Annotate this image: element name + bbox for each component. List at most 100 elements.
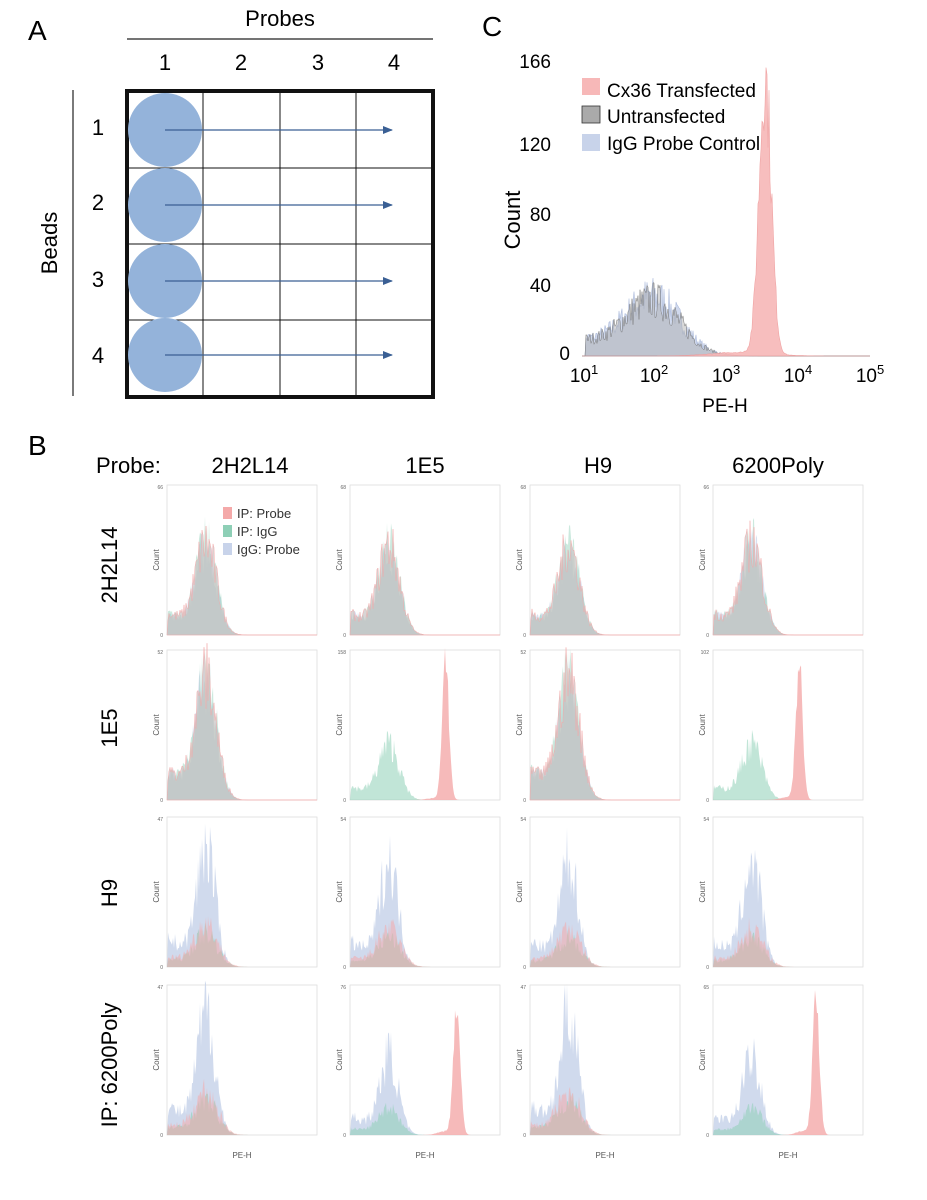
cell-ylabel: Count [515, 714, 524, 736]
panel-b-legend: IP: Probe IP: IgG IgG: Probe [223, 506, 300, 557]
series-ip-igg [713, 729, 863, 800]
cell-ylabel: Count [335, 549, 344, 571]
cell-ylabel: Count [515, 549, 524, 571]
cell-ymax: 54 [520, 817, 526, 823]
legend-swatch-cx36 [582, 78, 600, 95]
legend-label-ip-igg: IP: IgG [237, 524, 277, 539]
cell-ymin: 0 [706, 965, 709, 971]
series-ip-igg [350, 730, 500, 800]
probe-label: Probe: [96, 453, 161, 478]
series-ip-probe [350, 1010, 500, 1135]
histogram-cell: 66 0 Count [698, 484, 864, 639]
histogram-cell: 65 0 Count PE-H [698, 984, 864, 1160]
cell-ylabel: Count [515, 1049, 524, 1071]
panel-c-xtick: 103 [712, 362, 740, 387]
panel-c-xtick: 105 [856, 362, 884, 387]
cell-ymax: 66 [157, 485, 163, 491]
histogram-cell: 47 0 Count PE-H [152, 980, 318, 1160]
panel-c-ytick: 80 [530, 205, 551, 226]
panel-c-letter: C [482, 11, 502, 42]
cell-ymax: 47 [520, 985, 526, 991]
cell-ymin: 0 [160, 633, 163, 639]
cell-ymin: 0 [523, 633, 526, 639]
series-igg-probe [530, 983, 680, 1135]
histogram-cell: 54 0 Count [515, 816, 681, 971]
series-ip-probe [167, 1078, 317, 1135]
cell-ymax: 68 [340, 485, 346, 491]
cell-ymax: 54 [340, 817, 346, 823]
histogram-cell: 68 0 Count [515, 484, 681, 639]
cell-ymin: 0 [706, 633, 709, 639]
histogram-cell: 54 0 Count [698, 816, 864, 971]
panel-c-ytick: 166 [519, 52, 551, 73]
cell-ymin: 0 [706, 1133, 709, 1139]
bead-row [128, 318, 393, 392]
series-igg-probe [350, 1032, 500, 1135]
probe-column-heading: 1E5 [405, 453, 444, 478]
cell-ylabel: Count [152, 1049, 161, 1071]
series-ip-probe [530, 1086, 680, 1135]
cell-ymin: 0 [343, 633, 346, 639]
cell-xlabel: PE-H [595, 1151, 614, 1160]
cell-ymin: 0 [160, 798, 163, 804]
cell-ymax: 158 [338, 650, 347, 656]
panel-c-xlabel: PE-H [702, 396, 747, 417]
panel-c-xtick: 101 [570, 362, 598, 387]
cell-xlabel: PE-H [232, 1151, 251, 1160]
bead-row-heading: IP: 6200Poly [97, 1003, 122, 1128]
series-ip-probe [166, 643, 317, 801]
probe-column-heading: H9 [584, 453, 612, 478]
histogram-cell: 102 0 Count [698, 649, 864, 804]
bead-row-3: 3 [92, 267, 104, 292]
bead-row [128, 244, 393, 318]
series-cx36-transfected [582, 67, 870, 357]
panel-c-ytick: 120 [519, 135, 551, 156]
bead-row-1: 1 [92, 115, 104, 140]
cell-ylabel: Count [698, 1049, 707, 1071]
cell-ymin: 0 [160, 965, 163, 971]
panel-c-ytick: 0 [559, 344, 570, 365]
cell-ymin: 0 [343, 798, 346, 804]
histogram-cell: 158 0 Count [335, 647, 501, 804]
panel-c-ylabel: Count [500, 191, 525, 250]
histogram-grid: 66 0 Count 68 0 Count 68 0 Count 66 0 Count 52 0 Count… [152, 484, 864, 1160]
histogram-cell: 52 0 Count [152, 643, 318, 804]
legend-label-cx36: Cx36 Transfected [607, 81, 756, 102]
legend-label-ip-probe: IP: Probe [237, 506, 291, 521]
cell-ylabel: Count [152, 549, 161, 571]
legend-swatch-igg-probe-control [582, 134, 600, 151]
series-ip-probe [529, 647, 680, 801]
cell-ymax: 68 [520, 485, 526, 491]
panel-a: A Probes 1 2 3 4 Beads 1 2 3 4 [28, 6, 435, 399]
panel-c-legend: Cx36 Transfected Untransfected IgG Probe… [581, 78, 760, 155]
series-igg-probe [713, 1038, 863, 1135]
bead-grid [125, 89, 435, 399]
legend-swatch-untransfected [581, 105, 601, 124]
cell-ymin: 0 [343, 1133, 346, 1139]
cell-ymax: 66 [703, 485, 709, 491]
histogram-cell: 66 0 Count [152, 484, 318, 639]
panel-b-letter: B [28, 430, 47, 461]
probe-column-heading: 2H2L14 [211, 453, 288, 478]
series-ip-probe [530, 921, 680, 967]
cell-frame [349, 984, 501, 1136]
legend-swatch-ip-igg [223, 525, 232, 537]
series-ip-probe [712, 520, 863, 636]
cell-ymin: 0 [160, 1133, 163, 1139]
series-ip-probe [713, 917, 863, 967]
legend-label-igg-probe: IgG: Probe [237, 542, 300, 557]
histogram-cell: 68 0 Count [335, 484, 501, 639]
series-untransfected [582, 282, 870, 357]
histogram-cell: 76 0 Count PE-H [335, 984, 501, 1160]
cell-ylabel: Count [698, 714, 707, 736]
cell-xlabel: PE-H [778, 1151, 797, 1160]
cell-ymax: 54 [703, 817, 709, 823]
cell-ylabel: Count [698, 881, 707, 903]
series-ip-igg [713, 1102, 863, 1135]
panel-b: B Probe: 2H2L14 1E5 H9 6200Poly 2H2L14 1… [28, 430, 864, 1160]
beads-label: Beads [37, 212, 62, 274]
cell-ymax: 65 [703, 985, 709, 991]
series-ip-probe [167, 916, 317, 967]
histogram-cell: 52 0 Count [515, 647, 681, 804]
cell-ymax: 47 [157, 817, 163, 823]
